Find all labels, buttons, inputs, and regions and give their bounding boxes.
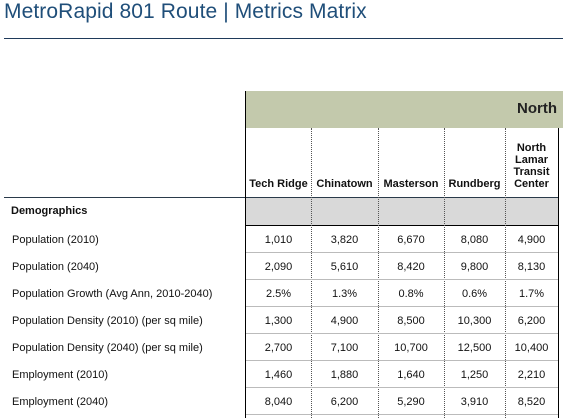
section-label: Demographics [11, 205, 88, 217]
table-cell: 8,420 [397, 261, 425, 273]
row-label: Population Density (2010) (per sq mile) [12, 315, 203, 327]
table-cell: 9,800 [460, 261, 489, 273]
column-divider [378, 128, 379, 418]
table-cell: 7,100 [330, 342, 359, 354]
table-cell: 10,300 [457, 315, 492, 327]
table-cell: 6,670 [397, 234, 425, 246]
table-cell: 1.7% [518, 288, 545, 300]
section-bottom-rule [246, 225, 558, 226]
table-cell: 8,500 [397, 315, 425, 327]
table-cell: 1,640 [397, 369, 425, 381]
table-cell: 4,900 [330, 315, 359, 327]
table-cell: 3,910 [460, 396, 489, 408]
table-cell: 1,300 [264, 315, 293, 327]
region-header: North [245, 91, 563, 128]
row-label: Population (2040) [12, 261, 99, 273]
column-header-north-lamar-label: North Lamar Transit Center [513, 142, 550, 190]
column-divider [444, 128, 445, 418]
row-divider [246, 333, 558, 334]
row-divider [246, 252, 558, 253]
column-header-chinatown: Chinatown [316, 178, 373, 190]
table-cell: 2,700 [264, 342, 293, 354]
table-cell: 1,460 [264, 369, 293, 381]
row-divider [246, 414, 558, 415]
table-cell: 1.3% [331, 288, 358, 300]
page-title: MetroRapid 801 Route | Metrics Matrix [4, 0, 367, 23]
table-cell: 10,700 [394, 342, 428, 354]
row-label: Employment (2040) [12, 396, 108, 408]
column-header-tech-ridge: Tech Ridge [249, 178, 308, 190]
table-left-border [245, 91, 246, 418]
table-cell: 5,610 [330, 261, 359, 273]
table-right-border [558, 128, 559, 418]
row-divider [246, 360, 558, 361]
column-divider [505, 128, 506, 418]
row-label: Population Growth (Avg Ann, 2010-2040) [12, 288, 213, 300]
column-divider [311, 128, 312, 418]
row-divider [246, 306, 558, 307]
row-divider [246, 387, 558, 388]
header-bottom-rule [4, 197, 559, 198]
region-label: North [517, 100, 557, 117]
table-cell: 6,200 [517, 315, 546, 327]
row-label: Population (2010) [12, 234, 99, 246]
table-cell: 2.5% [265, 288, 292, 300]
table-cell: 2,210 [517, 369, 546, 381]
section-shade [246, 198, 558, 225]
table-cell: 6,200 [330, 396, 359, 408]
row-divider [246, 279, 558, 280]
column-header-rundberg: Rundberg [448, 178, 501, 190]
table-cell: 5,290 [397, 396, 425, 408]
column-header-masterson: Masterson [383, 178, 439, 190]
table-cell: 3,820 [330, 234, 359, 246]
table-cell: 1,880 [330, 369, 359, 381]
table-cell: 10,400 [514, 342, 549, 354]
table-cell: 1,010 [264, 234, 293, 246]
title-divider [4, 38, 563, 39]
table-cell: 1,250 [460, 369, 489, 381]
table-cell: 8,130 [517, 261, 546, 273]
table-cell: 4,900 [517, 234, 546, 246]
row-label: Employment (2010) [12, 369, 108, 381]
table-cell: 8,520 [517, 396, 546, 408]
table-cell: 0.8% [398, 288, 424, 300]
table-cell: 2,090 [264, 261, 293, 273]
row-label: Population Density (2040) (per sq mile) [12, 342, 203, 354]
table-cell: 8,080 [460, 234, 489, 246]
table-cell: 8,040 [264, 396, 293, 408]
table-cell: 0.6% [461, 288, 488, 300]
table-cell: 12,500 [457, 342, 492, 354]
column-header-north-lamar: North Lamar Transit Center [505, 128, 558, 197]
